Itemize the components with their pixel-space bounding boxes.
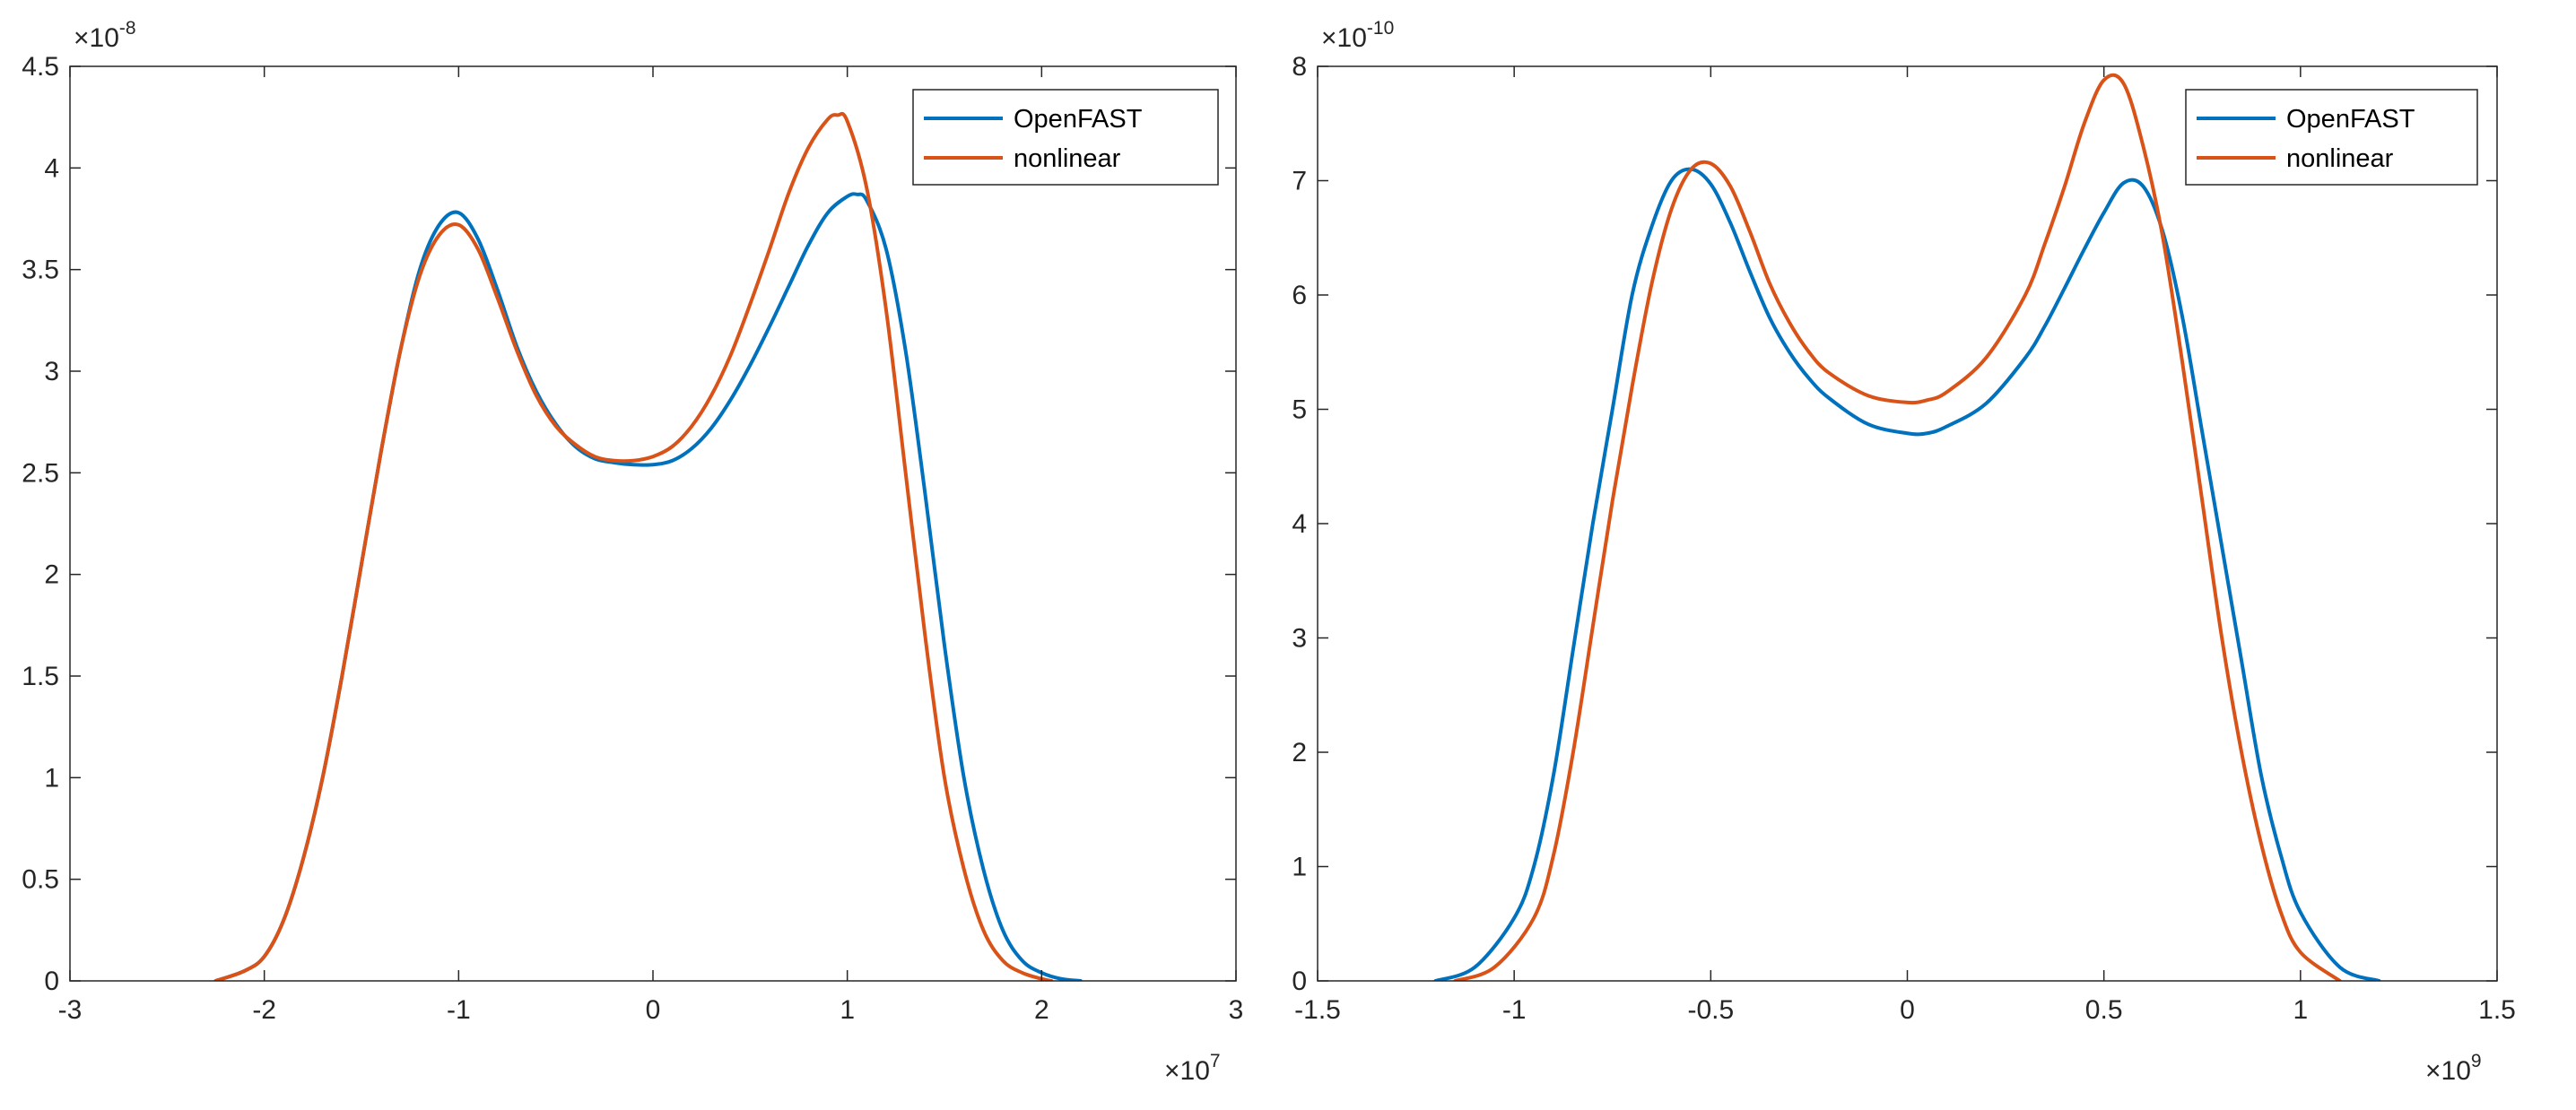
y-tick-label: 1 [1292,853,1307,882]
x-tick-label: 0 [646,995,661,1025]
y-tick-label: 4.5 [22,52,59,82]
x-tick-label: 1.5 [2478,995,2516,1025]
y-tick-label: 3 [44,357,59,386]
x-tick-label: -1 [447,995,471,1025]
y-tick-label: 2 [44,560,59,590]
x-tick-label: -1.5 [1294,995,1341,1025]
y-tick-label: 0 [1292,967,1307,996]
y-exponent-label: ×10-8 [74,18,136,53]
x-tick-label: 0.5 [2085,995,2123,1025]
series-line-openfast [213,192,1083,981]
series-line-nonlinear [1453,73,2342,981]
y-tick-label: 3.5 [22,256,59,285]
axes-box [1317,65,2498,982]
y-tick-label: 2 [1292,738,1307,767]
x-tick-label: 0 [1900,995,1915,1025]
y-tick-label: 1 [44,763,59,793]
y-tick-label: 6 [1292,281,1307,310]
chart-right: -1.5 -1 -0.5 0 0.5 1 1.5 0 1 2 3 4 5 6 7 8 ×10-10 ×109 Ope… [1292,18,2516,1086]
x-tick-label: 2 [1034,995,1049,1025]
chart-left: -3 -2 -1 0 1 2 3 0 0.5 1 1.5 2 2.5 3 3.5 4 4.5 ×10-8 ×107 O… [22,18,1243,1086]
x-exponent-label: ×107 [1164,1051,1221,1086]
legend-box [912,89,1219,186]
legend-label-nonlinear: nonlinear [2286,144,2394,173]
x-tick-label: -0.5 [1687,995,1734,1025]
series-line-nonlinear [213,111,1054,981]
y-tick-label: 0.5 [22,865,59,895]
series-lines [1433,73,2381,981]
series-line-openfast [1433,167,2381,981]
series-lines [213,111,1083,981]
legend-label-openfast: OpenFAST [1014,105,1143,134]
y-tick-label: 7 [1292,167,1307,196]
x-tick-label: -1 [1502,995,1527,1025]
axes-box [69,65,1237,982]
x-exponent-label: ×109 [2425,1051,2482,1086]
x-tick-label: 3 [1229,995,1244,1025]
legend: OpenFAST nonlinear [2185,89,2478,186]
y-tick-label: 2.5 [22,458,59,488]
y-tick-label: 1.5 [22,662,59,691]
legend: OpenFAST nonlinear [912,89,1219,186]
y-tick-label: 0 [44,967,59,996]
x-tick-label: -3 [58,995,83,1025]
legend-label-nonlinear: nonlinear [1014,144,1121,173]
legend-box [2185,89,2478,186]
x-tick-label: 1 [840,995,855,1025]
y-tick-label: 4 [44,153,59,183]
x-tick-label: -2 [252,995,276,1025]
y-exponent-label: ×10-10 [1321,18,1394,53]
x-tick-label: 1 [2293,995,2308,1025]
y-tick-label: 5 [1292,395,1307,425]
y-tick-label: 8 [1292,52,1307,82]
y-tick-label: 4 [1292,509,1307,539]
legend-label-openfast: OpenFAST [2286,105,2415,134]
y-tick-label: 3 [1292,624,1307,654]
